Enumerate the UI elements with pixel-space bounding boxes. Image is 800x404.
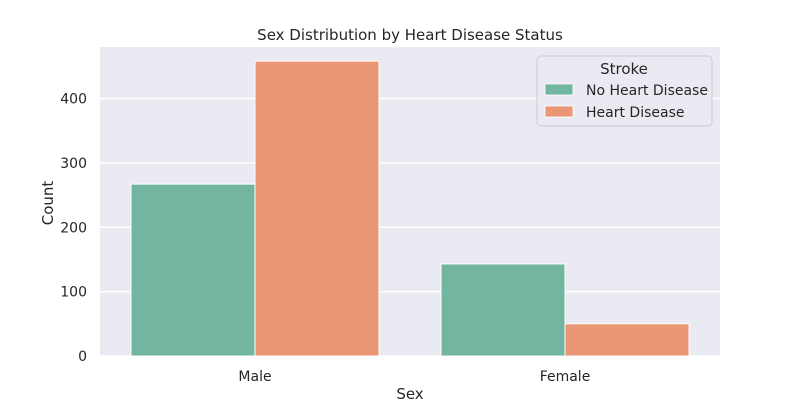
legend-label: Heart Disease <box>586 105 684 121</box>
legend-items: No Heart Disease Heart Disease <box>544 83 708 121</box>
legend-label: No Heart Disease <box>586 83 708 99</box>
legend-box <box>536 55 713 127</box>
bars <box>130 60 690 357</box>
y-tick-label: 400 <box>60 92 87 108</box>
y-axis-title: Count <box>39 181 57 226</box>
y-tick-label: 200 <box>60 220 87 236</box>
y-tick-label: 300 <box>60 156 87 172</box>
legend-title: Stroke <box>600 60 648 78</box>
legend: Stroke No Heart Disease Heart Disease <box>536 55 713 127</box>
bar <box>254 60 380 357</box>
legend-swatch <box>544 105 574 118</box>
bar <box>564 323 690 357</box>
y-tick-label: 0 <box>78 349 87 365</box>
y-tick-label: 100 <box>60 285 87 301</box>
x-axis-title: Sex <box>396 385 423 400</box>
x-tick-labels: Male Female <box>238 369 590 385</box>
x-tick-label: Male <box>238 369 271 385</box>
x-tick-label: Female <box>540 369 591 385</box>
bar <box>440 263 566 357</box>
legend-swatch <box>544 83 574 96</box>
y-tick-labels: 0 100 200 300 400 <box>60 92 87 366</box>
chart-title: Sex Distribution by Heart Disease Status <box>257 26 563 44</box>
bar <box>130 183 256 357</box>
